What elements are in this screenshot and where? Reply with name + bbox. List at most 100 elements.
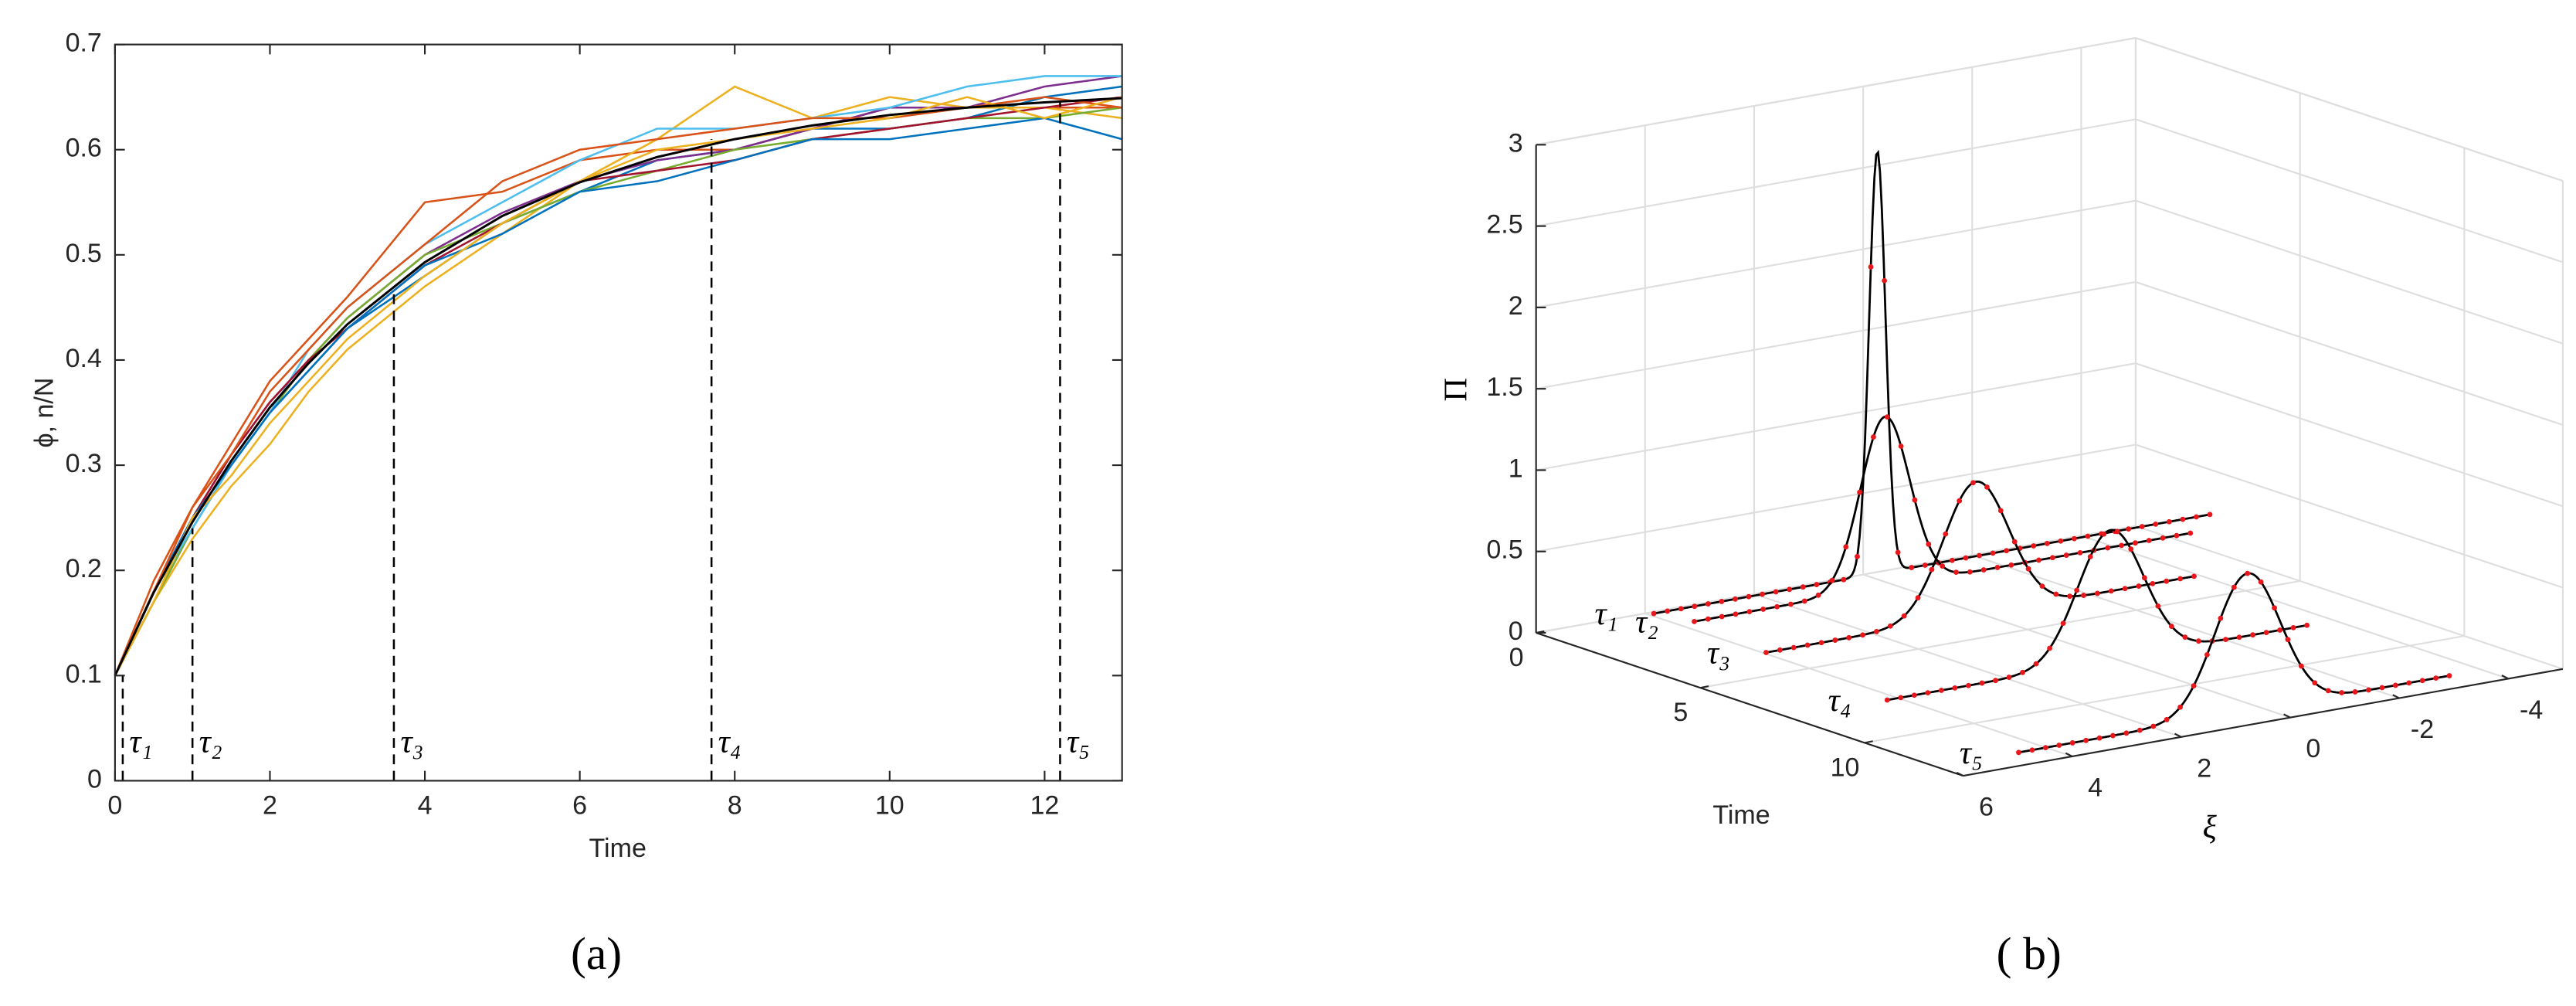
- sample-dot: [2039, 583, 2045, 589]
- sample-dot: [1773, 589, 1779, 595]
- x-tick-label: 8: [728, 790, 742, 820]
- sample-dot: [1977, 552, 1982, 559]
- sample-dot: [1940, 563, 1946, 569]
- grid-line: [2135, 118, 2564, 263]
- sample-dot: [2033, 661, 2039, 667]
- z-tick-label: 1.5: [1486, 372, 1522, 402]
- sample-dot: [2025, 566, 2031, 572]
- sample-dot: [1990, 550, 1996, 556]
- grid-line: [1536, 444, 2136, 552]
- z-tick-label: 3: [1509, 128, 1523, 158]
- y-tick-label: -2: [2411, 715, 2434, 744]
- sample-dot: [2392, 682, 2398, 688]
- sample-dot: [1857, 489, 1863, 495]
- sample-dot: [1846, 634, 1852, 641]
- sample-dot: [2128, 546, 2134, 552]
- sample-dot: [2056, 743, 2062, 748]
- sample-dot: [2004, 548, 2010, 554]
- sample-dot: [2263, 630, 2269, 635]
- y-tick: [2501, 675, 2509, 680]
- sample-dot: [1884, 414, 1890, 420]
- sample-dot: [2016, 749, 2021, 756]
- grid-line: [1971, 554, 2400, 699]
- sample-dot: [1843, 544, 1849, 550]
- sample-dot: [1922, 562, 1928, 568]
- sample-dot: [2196, 638, 2201, 644]
- z-tick-label: 0: [1509, 617, 1523, 646]
- sample-dot: [1994, 565, 2001, 570]
- sample-dot: [2126, 526, 2132, 532]
- sample-dot: [2258, 579, 2264, 585]
- sample-dot: [1970, 480, 1976, 486]
- x-tick: [1864, 740, 1873, 744]
- x-tick-label: 10: [1831, 753, 1860, 782]
- sample-dot: [2187, 530, 2194, 536]
- sample-dot: [2119, 542, 2124, 549]
- sample-dot: [1790, 644, 1797, 651]
- axes-box: [114, 43, 1123, 782]
- sample-dot: [2419, 678, 2425, 684]
- x-tick-label: 0: [1509, 643, 1524, 672]
- sample-dot: [2406, 680, 2412, 686]
- wall-edge: [2135, 37, 2564, 182]
- x-axis-label: Time: [589, 834, 647, 863]
- sample-dot: [2060, 620, 2066, 627]
- y-tick-label: 2: [2197, 753, 2211, 783]
- sample-dot: [1814, 582, 1820, 587]
- y-axis-label: ϕ, n/N: [30, 378, 59, 448]
- grid-line: [1536, 118, 2136, 227]
- sample-dot: [2191, 573, 2197, 579]
- sample-dot: [1719, 599, 1725, 604]
- sample-dot: [2053, 591, 2059, 597]
- y-axis-label: ξ: [2203, 809, 2218, 845]
- sample-dot: [1929, 566, 1935, 573]
- sample-dot: [2231, 584, 2237, 590]
- sample-dot: [1887, 623, 1893, 629]
- density-curve: [1766, 480, 2194, 654]
- sample-dot: [2069, 740, 2075, 746]
- x-tick-label: 10: [875, 790, 904, 820]
- sample-dot: [2298, 663, 2304, 669]
- sample-dot: [2105, 545, 2111, 551]
- grid-line: [2135, 280, 2564, 426]
- sample-dot: [1966, 682, 1971, 688]
- sample-dot: [2031, 543, 2037, 549]
- sample-dot: [2204, 651, 2210, 658]
- sample-dot: [1815, 592, 1821, 598]
- sample-dot: [1818, 640, 1824, 646]
- sample-dot: [2094, 590, 2100, 596]
- sample-dot: [1774, 603, 1780, 610]
- sample-dot: [2433, 675, 2439, 681]
- x-tick-label: 2: [263, 790, 277, 820]
- trajectory: [114, 106, 1122, 676]
- sample-dot: [1692, 618, 1697, 624]
- sample-dot: [1787, 586, 1793, 593]
- grid-line: [2135, 199, 2564, 345]
- sample-dot: [2164, 578, 2170, 584]
- sample-dot: [2096, 735, 2103, 741]
- sample-dot: [2250, 632, 2255, 638]
- sample-dot: [1984, 484, 1990, 490]
- grid-line: [1536, 280, 2136, 390]
- sample-dot: [1719, 613, 1725, 620]
- tau-label: τ₂: [199, 723, 222, 760]
- sample-dot: [2150, 580, 2156, 586]
- grid-line: [1862, 573, 2291, 719]
- grid-line: [1536, 362, 2136, 471]
- sample-dot: [1678, 606, 1684, 612]
- sample-dot: [2325, 688, 2331, 694]
- sample-dot: [2047, 645, 2053, 651]
- sample-dot: [2108, 588, 2114, 594]
- x-tick-label: 6: [572, 790, 587, 820]
- wall-edge: [1536, 37, 2136, 146]
- sample-dot: [1665, 608, 1671, 614]
- grid-line: [1644, 612, 2073, 757]
- sample-dot: [1746, 593, 1752, 600]
- z-tick-label: 0.5: [1486, 535, 1522, 565]
- sample-dot: [2150, 723, 2157, 729]
- sample-dot: [1925, 690, 1931, 696]
- sample-dot: [2132, 540, 2138, 546]
- y-tick-label: 6: [1979, 793, 1994, 822]
- y-tick-label: 0: [2306, 734, 2320, 763]
